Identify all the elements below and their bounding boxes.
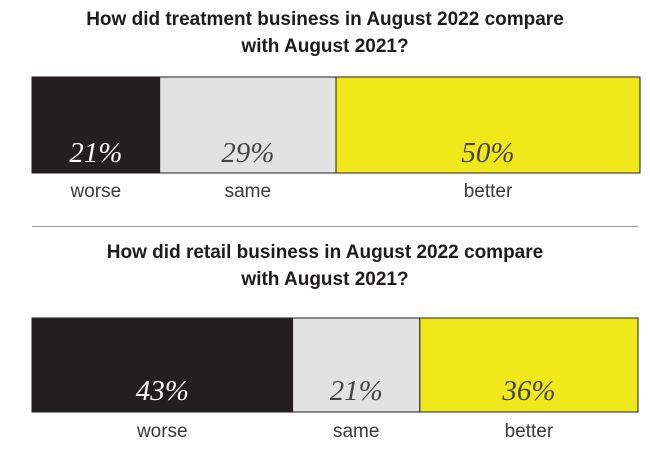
category-label-worse: worse — [69, 181, 121, 202]
bar-segment-better — [335, 76, 641, 174]
bar-segment-worse — [31, 76, 161, 174]
data-label-better: 36% — [501, 375, 555, 407]
chart-title-line-2: with August 2021? — [241, 269, 409, 290]
chart-title-line-1: How did treatment business in August 202… — [86, 9, 564, 30]
divider — [32, 226, 638, 227]
category-label-same: same — [225, 181, 271, 202]
category-label-same: same — [333, 421, 379, 442]
category-label-better: better — [505, 421, 554, 442]
category-label-better: better — [464, 181, 513, 202]
bar-segment-better — [419, 317, 639, 413]
bar-segment-same — [159, 76, 337, 174]
data-label-same: 29% — [221, 137, 274, 169]
data-label-worse: 43% — [136, 375, 189, 407]
chart-title-line-1: How did retail business in August 2022 c… — [106, 242, 544, 263]
data-label-same: 21% — [330, 375, 383, 407]
bar-segment-worse — [31, 317, 294, 413]
data-label-worse: 21% — [69, 137, 122, 169]
stacked-bar-chart: 21% worse 29% same 50% better — [31, 76, 641, 202]
chart-title: How did retail business in August 2022 c… — [0, 239, 650, 293]
data-label-better: 50% — [461, 137, 514, 169]
bar-segment-same — [292, 317, 421, 413]
chart-title-line-2: with August 2021? — [241, 36, 409, 57]
chart-title: How did treatment business in August 202… — [0, 6, 650, 60]
category-label-worse: worse — [136, 421, 188, 442]
